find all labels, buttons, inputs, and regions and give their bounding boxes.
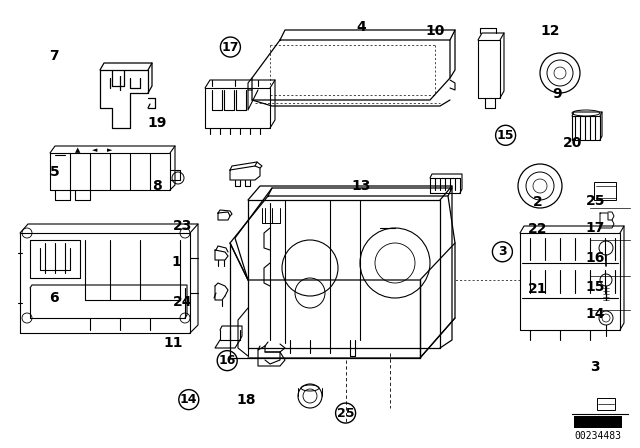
Bar [574, 416, 622, 428]
Text: 17: 17 [221, 40, 239, 54]
Text: 20: 20 [563, 136, 582, 151]
Text: 00234483: 00234483 [575, 431, 621, 441]
Bar [594, 182, 616, 200]
Text: 19: 19 [147, 116, 166, 130]
Text: 9: 9 [552, 87, 562, 101]
Text: ◄: ◄ [92, 147, 98, 153]
Text: 12: 12 [541, 24, 560, 39]
Text: 17: 17 [586, 221, 605, 236]
Text: 1: 1 [171, 255, 181, 269]
Text: ▲: ▲ [76, 147, 81, 153]
Text: 2: 2 [532, 195, 543, 210]
Text: 18: 18 [237, 392, 256, 407]
Text: 7: 7 [49, 49, 60, 63]
Text: 25: 25 [586, 194, 605, 208]
Text: 4: 4 [356, 20, 367, 34]
Text: 10: 10 [426, 24, 445, 39]
Text: 15: 15 [586, 280, 605, 294]
Text: 21: 21 [528, 282, 547, 296]
Text: 16: 16 [218, 354, 236, 367]
Text: 22: 22 [528, 222, 547, 237]
Text: 23: 23 [173, 219, 192, 233]
Text: 24: 24 [173, 295, 192, 310]
Text: 3: 3 [590, 360, 600, 375]
Text: 3: 3 [498, 245, 507, 258]
Text: 11: 11 [163, 336, 182, 350]
Text: 16: 16 [586, 250, 605, 265]
Text: 14: 14 [586, 307, 605, 322]
Text: 15: 15 [497, 129, 515, 142]
Text: 8: 8 [152, 179, 162, 193]
Bar [597, 398, 615, 410]
Text: 13: 13 [352, 179, 371, 193]
Text: 25: 25 [337, 406, 355, 420]
Text: 14: 14 [180, 393, 198, 406]
Text: ►: ► [108, 147, 113, 153]
Text: 5: 5 [49, 165, 60, 180]
Text: 6: 6 [49, 291, 60, 305]
